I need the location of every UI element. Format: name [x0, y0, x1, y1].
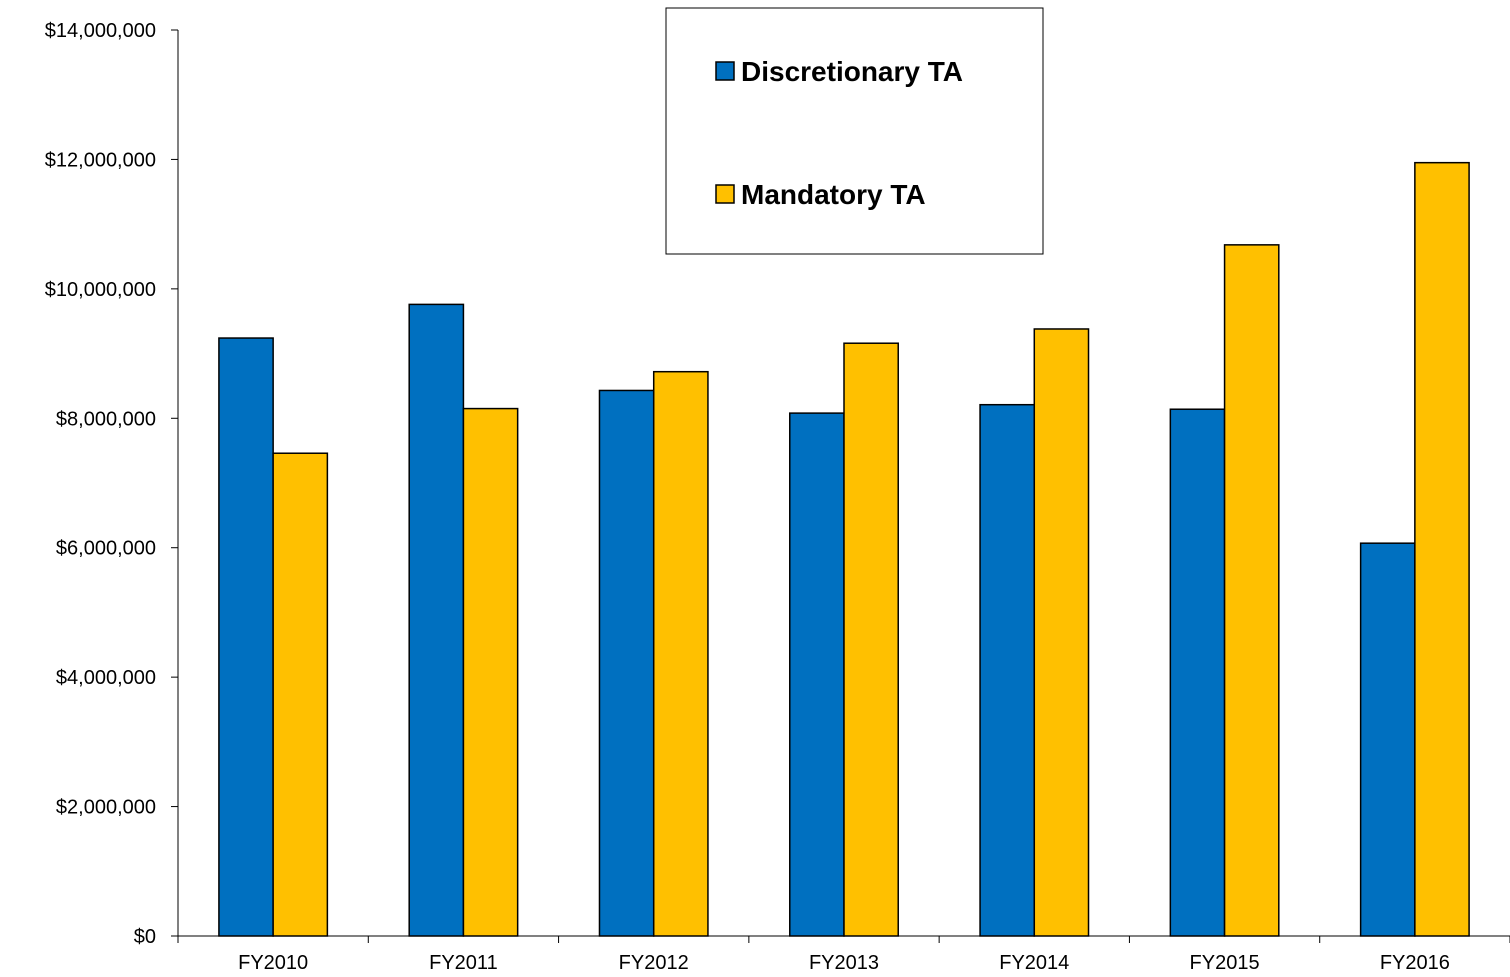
y-tick-label: $12,000,000: [45, 149, 156, 171]
bar-discretionary: [598, 389, 655, 937]
bar-mandatory: [462, 407, 519, 937]
bars: [218, 161, 1470, 937]
bar-mandatory: [1033, 328, 1090, 937]
legend-swatch-mandatory: [715, 184, 735, 204]
x-tick-label: FY2015: [1190, 952, 1260, 974]
legend-label-mandatory: Mandatory TA: [741, 179, 926, 210]
bar-mandatory: [1414, 161, 1470, 937]
legend: Discretionary TA Mandatory TA: [665, 7, 1044, 255]
bar-discretionary: [218, 337, 274, 937]
y-tick-label: $10,000,000: [45, 279, 156, 301]
bar-discretionary: [979, 403, 1036, 937]
legend-swatch-discretionary: [715, 61, 735, 81]
bar-discretionary: [408, 303, 465, 937]
y-tick-label: $2,000,000: [56, 797, 156, 819]
y-tick-label: $8,000,000: [56, 408, 156, 430]
x-tick-label: FY2016: [1380, 952, 1450, 974]
y-tick-label: $6,000,000: [56, 538, 156, 560]
y-tick-label: $14,000,000: [45, 20, 156, 42]
y-tick-label: $4,000,000: [56, 667, 156, 689]
bar-mandatory: [843, 342, 899, 937]
x-tick-label: FY2013: [809, 952, 879, 974]
x-tick-label: FY2014: [999, 952, 1069, 974]
legend-label-discretionary: Discretionary TA: [741, 56, 963, 87]
y-axis-ticks: $0 $2,000,000 $4,000,000 $6,000,000 $8,000,0…: [45, 20, 178, 948]
bar-mandatory: [652, 370, 709, 937]
legend-box: [665, 7, 1044, 255]
x-tick-label: FY2011: [429, 952, 498, 974]
x-tick-label: FY2012: [619, 952, 689, 974]
x-tick-label: FY2010: [238, 952, 308, 974]
y-tick-label: $0: [134, 926, 156, 948]
bar-mandatory: [272, 452, 329, 937]
bar-mandatory: [1223, 244, 1280, 937]
bar-discretionary: [1169, 408, 1226, 937]
bar-discretionary: [1359, 542, 1416, 937]
x-axis-ticks: FY2010 FY2011 FY2012 FY2013 FY2014 FY2015 FY20…: [177, 936, 1510, 974]
bar-discretionary: [789, 412, 845, 937]
